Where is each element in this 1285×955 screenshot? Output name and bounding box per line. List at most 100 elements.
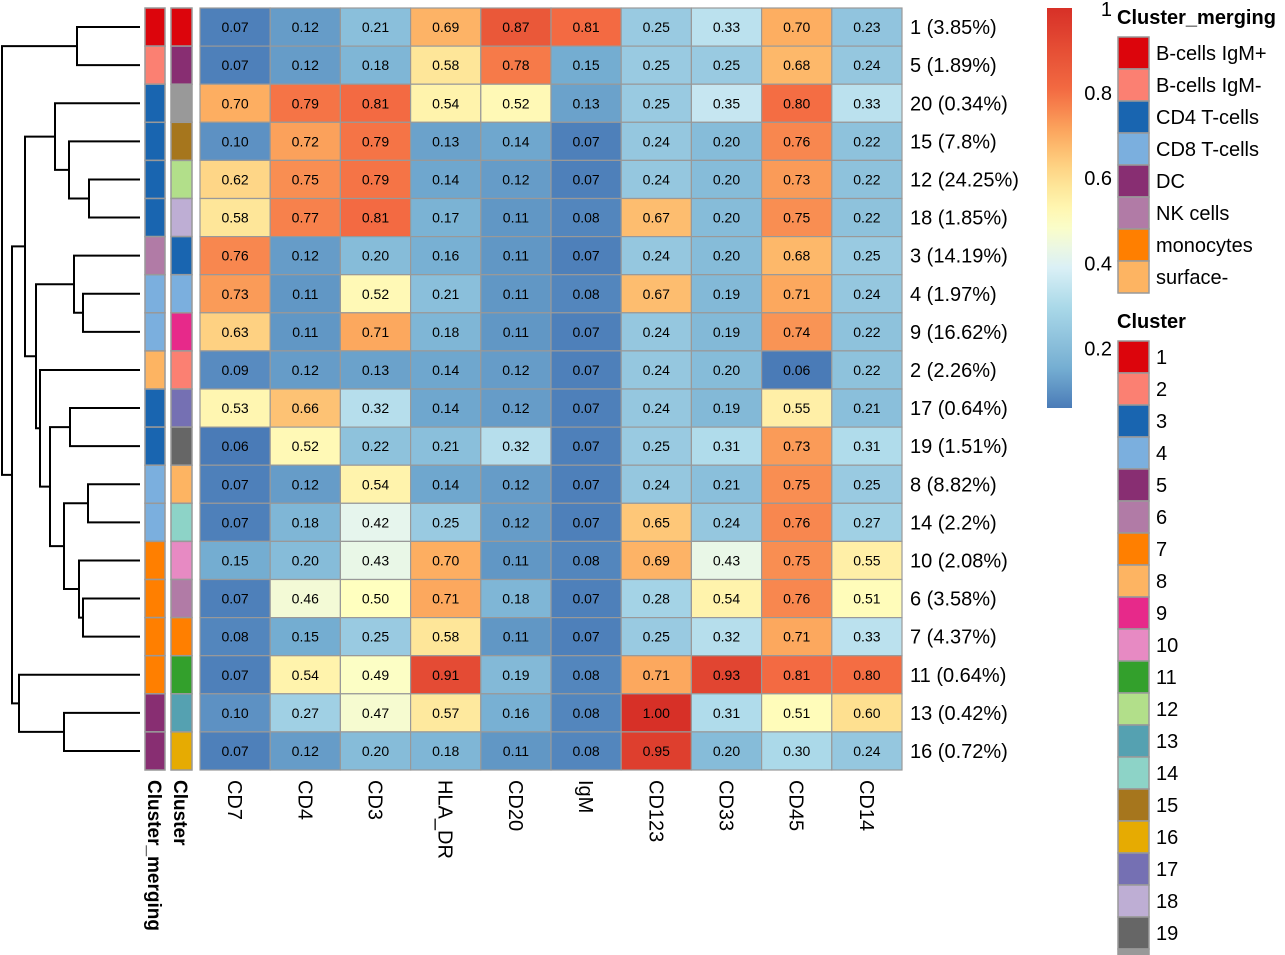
cell-value-label: 0.81: [572, 19, 599, 35]
cell-value-label: 0.11: [503, 324, 529, 340]
heatmap-cell: [620, 121, 693, 162]
cell-value-label: 0.07: [572, 629, 599, 645]
cell-value-label: 0.07: [221, 57, 248, 73]
heatmap-cell: [410, 502, 482, 542]
cell-value-label: 0.19: [713, 324, 740, 340]
cell-value-label: 0.80: [853, 667, 880, 683]
heatmap-cell: [620, 464, 693, 504]
dendrogram-branch: [87, 483, 140, 524]
dendrogram-branch: [11, 245, 25, 705]
column-label: CD123: [644, 780, 666, 842]
cell-value-label: 0.63: [221, 324, 248, 340]
cell-value-label: 0.24: [643, 248, 670, 264]
legend-cluster-swatch: [1117, 788, 1150, 822]
cell-value-label: 0.58: [432, 57, 459, 73]
cell-value-label: 0.24: [643, 171, 670, 187]
cell-value-label: 0.19: [713, 286, 740, 302]
annotation-merging-cell: [144, 731, 166, 771]
cell-value-label: 0.20: [362, 743, 389, 759]
heatmap-cell: [480, 578, 552, 619]
legend-cluster-swatch: [1117, 852, 1150, 886]
cell-value-label: 0.24: [643, 133, 670, 149]
heatmap-cell: [550, 578, 622, 619]
cell-value-label: 0.11: [292, 286, 318, 302]
heatmap-cell: [339, 540, 412, 581]
legend-cluster-label: 13: [1156, 731, 1178, 753]
cell-value-label: 0.07: [572, 171, 599, 187]
cell-value-label: 0.25: [362, 629, 389, 645]
heatmap-cell: [690, 7, 763, 47]
legend-cluster-label: 6: [1156, 507, 1167, 529]
cell-value-label: 0.75: [783, 476, 810, 492]
legend-cluster-swatch: [1117, 724, 1150, 758]
heatmap-cell: [760, 83, 833, 123]
cell-value-label: 0.58: [432, 629, 459, 645]
heatmap-cell: [480, 312, 552, 352]
heatmap-cell: [760, 197, 833, 238]
annotation-cluster-cell: [170, 540, 193, 581]
heatmap-cell: [410, 731, 482, 771]
cell-value-label: 0.07: [572, 248, 599, 264]
cell-value-label: 0.25: [643, 629, 670, 645]
annotation-cluster-cell: [170, 7, 193, 47]
column-label: CD7: [223, 780, 245, 820]
cell-value-label: 0.22: [853, 324, 880, 340]
row-label: 13 (0.42%): [910, 703, 1008, 725]
legend-merging-label: NK cells: [1156, 203, 1229, 225]
dendrogram-branch: [18, 673, 140, 733]
legend-merging-label: DC: [1156, 171, 1185, 193]
cell-value-label: 0.06: [783, 362, 810, 378]
cell-value-label: 0.24: [643, 324, 670, 340]
cell-value-label: 0.25: [643, 57, 670, 73]
heatmap-cell: [269, 7, 342, 47]
heatmap-cell: [760, 236, 833, 276]
heatmap-cell: [410, 312, 482, 352]
heatmap-cell: [410, 464, 482, 504]
row-label: 20 (0.34%): [910, 93, 1008, 115]
dendrogram-branch: [63, 711, 140, 752]
heatmap-cell: [690, 540, 763, 581]
cell-value-label: 0.08: [572, 210, 599, 226]
legend-cluster-label: 5: [1156, 475, 1167, 497]
cell-value-label: 0.22: [853, 362, 880, 378]
cell-value-label: 0.76: [783, 514, 810, 530]
heatmap-cell: [690, 159, 763, 200]
heatmap-cell: [831, 655, 903, 695]
row-label: 18 (1.85%): [910, 208, 1008, 230]
heatmap-cell: [269, 464, 342, 504]
annotation-merging-cell: [144, 616, 166, 657]
heatmap-cell: [760, 45, 833, 85]
heatmap-cell: [620, 693, 693, 733]
heatmap-cell: [760, 540, 833, 581]
cell-value-label: 0.79: [362, 171, 389, 187]
dendrogram-branch: [39, 368, 140, 488]
heatmap-cell: [620, 159, 693, 200]
legend-cluster-swatch: [1117, 884, 1150, 918]
heatmap-cell: [550, 464, 622, 504]
cell-value-label: 0.75: [783, 552, 810, 568]
cell-value-label: 1.00: [643, 705, 670, 721]
cell-value-label: 0.75: [292, 171, 319, 187]
annotation-merging-cell: [144, 7, 166, 47]
annotation-cluster-cell: [170, 578, 193, 619]
column-label: CD4: [293, 780, 315, 820]
cell-value-label: 0.32: [502, 438, 529, 454]
heatmap-cell: [269, 502, 342, 542]
cell-value-label: 0.08: [572, 286, 599, 302]
cell-value-label: 0.75: [783, 210, 810, 226]
cell-value-label: 0.69: [432, 19, 459, 35]
heatmap-cell: [199, 693, 271, 733]
heatmap-cell: [690, 83, 763, 123]
cell-value-label: 0.16: [502, 705, 529, 721]
cell-value-label: 0.52: [502, 95, 529, 111]
cell-value-label: 0.12: [292, 743, 319, 759]
heatmap-cell: [199, 350, 271, 390]
legend-merging-swatch: [1117, 132, 1150, 166]
dendrogram-branch: [1, 45, 77, 476]
cell-value-label: 0.11: [503, 743, 529, 759]
cell-value-label: 0.08: [221, 629, 248, 645]
annotation-cluster-cell: [170, 235, 193, 276]
heatmap-cell: [550, 45, 622, 85]
cell-value-label: 0.35: [713, 95, 740, 111]
cell-value-label: 0.12: [502, 362, 529, 378]
